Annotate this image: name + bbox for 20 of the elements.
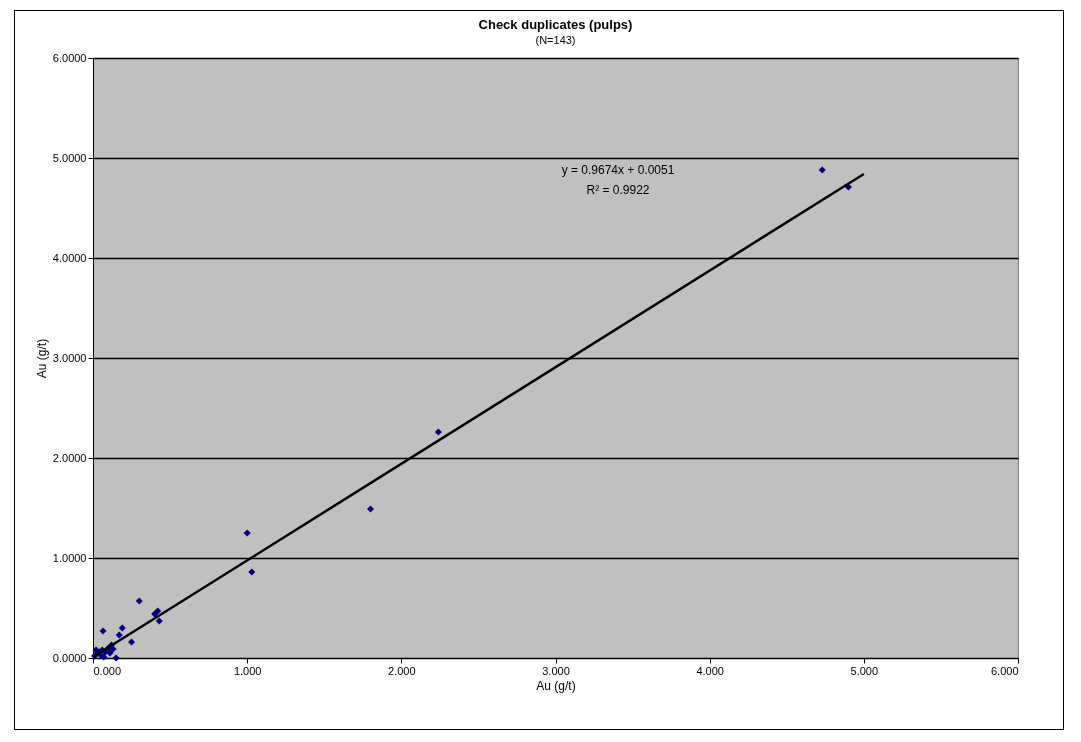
x-tick-label: 2.000 [388, 664, 416, 677]
x-tick-label: 0.000 [93, 664, 122, 677]
chart-subtitle: (N=143) [535, 34, 576, 46]
y-tick-label: 1.0000 [52, 551, 87, 564]
x-tick-label: 4.000 [696, 664, 724, 677]
x-tick-label: 3.000 [542, 664, 570, 677]
y-tick-label: 0.0000 [52, 651, 87, 664]
y-tick-label: 2.0000 [52, 451, 87, 464]
x-axis-title: Au (g/t) [536, 678, 576, 693]
chart-title: Check duplicates (pulps) [478, 17, 633, 32]
y-tick-label: 4.0000 [52, 251, 87, 264]
y-tick-label: 6.0000 [52, 51, 87, 64]
x-tick-label: 6.000 [990, 664, 1019, 677]
annotation: y = 0.9674x + 0.0051 [561, 163, 675, 177]
y-tick-label: 5.0000 [52, 151, 87, 164]
annotation: R² = 0.9922 [586, 183, 650, 197]
x-tick-label: 1.000 [233, 664, 262, 677]
y-tick-label: 3.0000 [52, 351, 87, 364]
x-tick-label: 5.000 [850, 664, 879, 677]
y-axis-title: Au (g/t) [34, 338, 49, 379]
